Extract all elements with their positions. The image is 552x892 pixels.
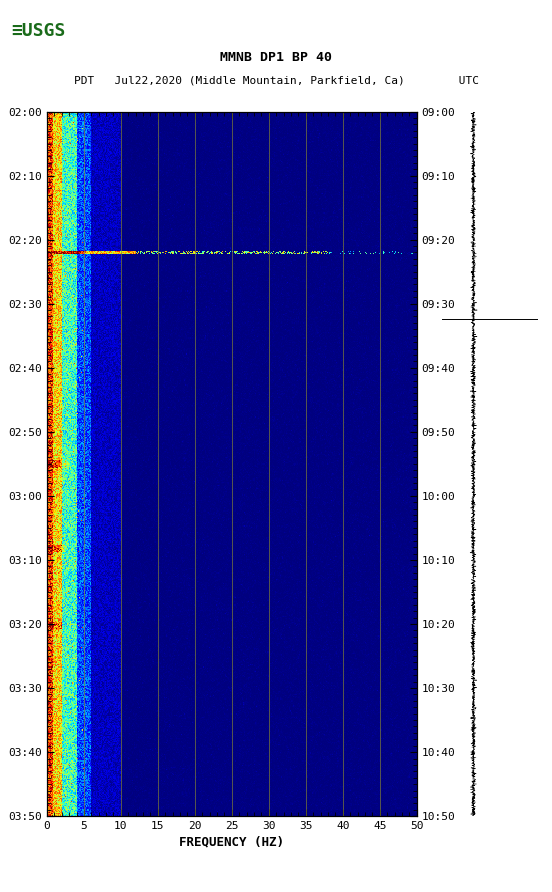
X-axis label: FREQUENCY (HZ): FREQUENCY (HZ) bbox=[179, 835, 284, 848]
Text: ≡USGS: ≡USGS bbox=[11, 22, 66, 40]
Text: MMNB DP1 BP 40: MMNB DP1 BP 40 bbox=[220, 52, 332, 64]
Text: PDT   Jul22,2020 (Middle Mountain, Parkfield, Ca)        UTC: PDT Jul22,2020 (Middle Mountain, Parkfie… bbox=[73, 75, 479, 86]
